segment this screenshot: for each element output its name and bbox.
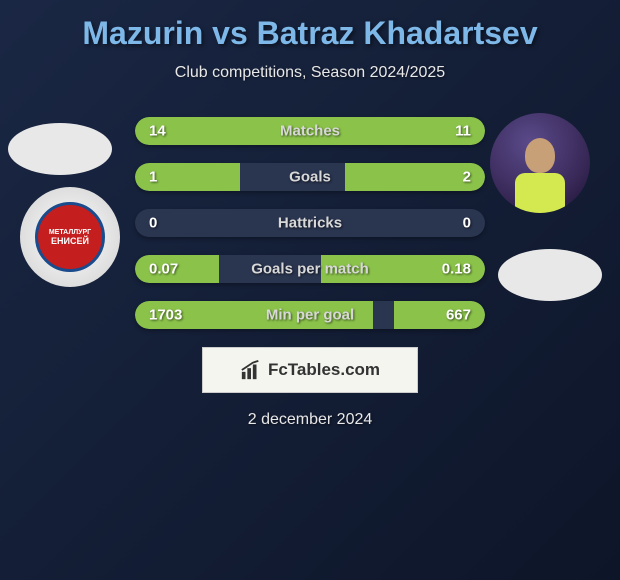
stat-value-left: 0.07 xyxy=(149,261,178,278)
stat-value-right: 11 xyxy=(455,123,471,140)
player-left-placeholder xyxy=(8,123,112,175)
stat-label: Hattricks xyxy=(278,215,342,232)
stat-value-right: 2 xyxy=(463,169,471,186)
site-name: FcTables.com xyxy=(268,360,380,380)
player-right-avatar xyxy=(490,113,590,213)
page-subtitle: Club competitions, Season 2024/2025 xyxy=(0,64,620,82)
stat-value-right: 667 xyxy=(446,307,471,324)
stat-label: Matches xyxy=(280,123,340,140)
stat-bar-right xyxy=(394,301,485,329)
stat-row: 0.07 0.18 Goals per match xyxy=(135,255,485,283)
stat-row: 14 11 Matches xyxy=(135,117,485,145)
club-badge-name: ЕНИСЕЙ xyxy=(51,236,89,246)
stat-row: 1 2 Goals xyxy=(135,163,485,191)
stat-value-left: 0 xyxy=(149,215,157,232)
stat-row: 0 0 Hattricks xyxy=(135,209,485,237)
footer-date: 2 december 2024 xyxy=(0,411,620,429)
stat-value-left: 14 xyxy=(149,123,166,140)
stat-label: Goals xyxy=(289,169,331,186)
stat-value-left: 1703 xyxy=(149,307,182,324)
stats-list: 14 11 Matches 1 2 Goals 0 0 Hattricks 0.07 0.18 Goa… xyxy=(135,117,485,329)
stat-value-right: 0 xyxy=(463,215,471,232)
stat-row: 1703 667 Min per goal xyxy=(135,301,485,329)
site-badge[interactable]: FcTables.com xyxy=(202,347,418,393)
stat-label: Min per goal xyxy=(266,307,354,324)
content-area: МЕТАЛЛУРГ ЕНИСЕЙ 14 11 Matches 1 2 Goals 0 0 Hat… xyxy=(0,117,620,429)
page-title: Mazurin vs Batraz Khadartsev xyxy=(0,15,620,52)
chart-icon xyxy=(240,359,262,381)
player-silhouette-icon xyxy=(510,138,570,213)
club-badge-icon: МЕТАЛЛУРГ ЕНИСЕЙ xyxy=(35,202,105,272)
club-right-placeholder xyxy=(498,249,602,301)
club-badge-top-text: МЕТАЛЛУРГ xyxy=(49,229,91,236)
stat-label: Goals per match xyxy=(251,261,369,278)
stat-value-right: 0.18 xyxy=(442,261,471,278)
club-left-avatar: МЕТАЛЛУРГ ЕНИСЕЙ xyxy=(20,187,120,287)
comparison-card: Mazurin vs Batraz Khadartsev Club compet… xyxy=(0,0,620,439)
stat-value-left: 1 xyxy=(149,169,157,186)
